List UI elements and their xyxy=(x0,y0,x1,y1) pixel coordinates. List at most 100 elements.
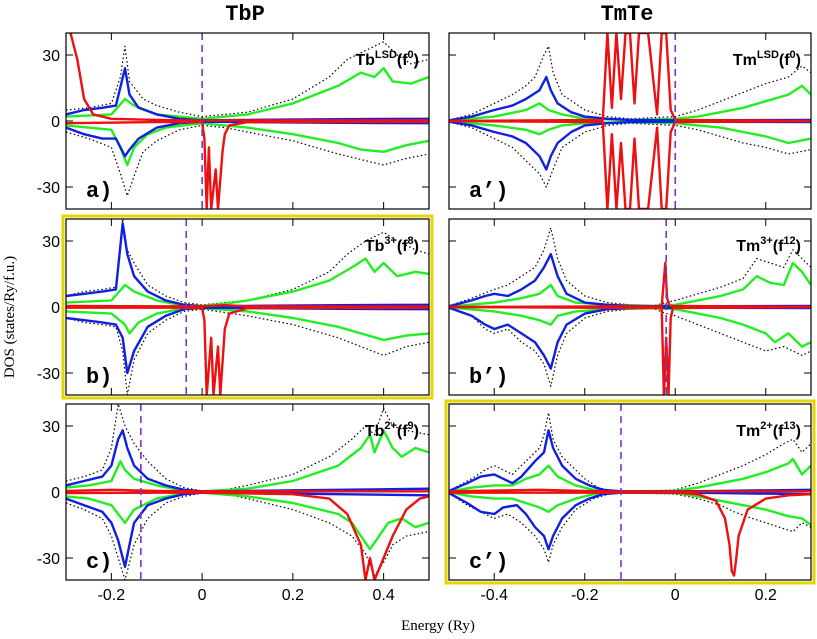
panel-label: a’) xyxy=(469,179,509,204)
dos-curve-red xyxy=(66,306,429,395)
dos-curve-total xyxy=(66,124,429,197)
dos-curve-blue xyxy=(449,491,811,551)
dos-curve-blue xyxy=(449,253,811,308)
ion-label-part: 2+ xyxy=(384,420,397,432)
dos-curve-blue xyxy=(66,306,429,375)
ion-label-part: f xyxy=(778,423,784,440)
dos-curve-total xyxy=(66,492,429,580)
y-tick-label: -30 xyxy=(37,366,60,383)
column-title-tmte: TmTe xyxy=(601,2,654,27)
ion-label-part: 9 xyxy=(408,420,414,432)
curves xyxy=(449,33,811,209)
curves xyxy=(66,33,429,209)
ion-label-part: LSD xyxy=(375,49,397,61)
ion-label-part: Tb xyxy=(365,423,385,440)
dos-curve-total xyxy=(449,492,811,563)
dos-curve-green xyxy=(66,429,429,493)
ion-label-part: f xyxy=(778,238,784,255)
x-tick-label: -0.2 xyxy=(571,587,599,604)
ion-label: Tb3+(f8) xyxy=(365,235,419,255)
panels: 300-30 a)TbLSD(f0)a’)TmLSD(f0)300-30 b)Tb3… xyxy=(37,32,816,604)
panel-label: a) xyxy=(86,179,112,204)
panel-frame xyxy=(65,218,430,396)
panel-label: b) xyxy=(86,365,112,390)
ion-label-part: 13 xyxy=(783,420,795,432)
ion-label-part: 3+ xyxy=(384,235,397,247)
x-tick-label: -0.2 xyxy=(98,587,126,604)
x-tick-label: 0.4 xyxy=(373,587,395,604)
dos-curve-red xyxy=(449,488,811,493)
y-tick-label: 0 xyxy=(51,114,60,131)
dos-curve-red xyxy=(66,491,429,580)
ion-label-part: f xyxy=(402,52,408,69)
dos-curve-red xyxy=(449,33,811,123)
highlight-frame xyxy=(61,214,434,400)
x-tick-label: 0 xyxy=(198,587,207,604)
ion-label-part: ) xyxy=(414,238,419,255)
dos-curve-green xyxy=(449,491,811,526)
dos-curve-green xyxy=(66,67,429,120)
ion-label-part: 2+ xyxy=(760,420,773,432)
curves xyxy=(66,404,429,580)
dos-curve-green xyxy=(449,457,811,493)
dos-curve-blue xyxy=(66,222,429,308)
ion-label-part: 12 xyxy=(783,235,795,247)
panel-a2: a’) TmLSD(f0) xyxy=(448,32,812,210)
ion-label-part: Tm xyxy=(736,238,760,255)
panel-frame xyxy=(65,32,430,210)
dos-curve-green xyxy=(449,120,811,145)
panel-c2: -0.4 -0.2 0 0.2 c’) Tm2+(f13) xyxy=(444,399,816,604)
ion-label-part: ( xyxy=(773,423,779,440)
dos-curve-total xyxy=(66,308,429,395)
dos-curve-red xyxy=(66,120,429,209)
dos-curve-total xyxy=(66,404,429,492)
ion-label-part: Tm xyxy=(733,52,757,69)
ion-label-part: ) xyxy=(414,52,419,69)
panel-frame xyxy=(448,32,812,210)
dos-curve-red xyxy=(66,488,429,493)
ion-label-part: ( xyxy=(397,423,403,440)
ion-label: Tm2+(f13) xyxy=(736,420,801,440)
dos-curve-green xyxy=(449,84,811,122)
ion-label-part: f xyxy=(402,238,408,255)
ion-label: Tb2+(f9) xyxy=(365,420,419,440)
dos-curve-red xyxy=(449,119,811,209)
ion-label-part: ) xyxy=(796,52,801,69)
ion-label-part: ( xyxy=(397,52,403,69)
ion-label-part: 0 xyxy=(408,49,414,61)
dos-curve-blue xyxy=(449,120,811,171)
panel-frame xyxy=(448,218,812,396)
ion-label-part: ( xyxy=(397,238,403,255)
panel-c: -0.2 0 0.2 0.4 30 0 -30 c) Tb2+(f9) xyxy=(37,403,430,604)
y-tick-label: 0 xyxy=(51,300,60,317)
curves xyxy=(449,227,811,395)
panel-b: 30 0 -30 b) Tb3+(f8) xyxy=(37,214,434,400)
y-tick-label: 30 xyxy=(42,234,60,251)
dos-curve-blue xyxy=(66,491,429,568)
panel-label: c’) xyxy=(469,550,509,575)
dos-curve-blue xyxy=(449,306,811,370)
dos-curve-total xyxy=(449,45,811,121)
highlight-frame xyxy=(444,399,816,585)
panel-label: b’) xyxy=(469,365,509,390)
y-tick-label: -30 xyxy=(37,551,60,568)
x-tick-label: -0.4 xyxy=(480,587,508,604)
dos-curve-red xyxy=(69,33,429,122)
ion-label-part: Tb xyxy=(365,238,385,255)
dos-curve-green xyxy=(66,491,429,551)
y-tick-label: -30 xyxy=(37,180,60,197)
ion-label-part: Tb xyxy=(355,52,375,69)
ion-label-part: Tm xyxy=(736,423,760,440)
dos-curve-total xyxy=(66,219,429,306)
ion-label-part: ) xyxy=(414,423,419,440)
dos-curve-green xyxy=(66,122,429,167)
ion-label: Tm3+(f12) xyxy=(736,235,801,255)
ion-label: TmLSD(f0) xyxy=(733,49,801,69)
dos-curve-total xyxy=(449,307,811,387)
ion-label-part: 3+ xyxy=(760,235,773,247)
ion-label-part: f xyxy=(402,423,408,440)
ion-label-part: ( xyxy=(779,52,785,69)
dos-curve-green xyxy=(449,261,811,308)
x-tick-label: 0.2 xyxy=(282,587,304,604)
ion-label-part: 8 xyxy=(408,235,414,247)
